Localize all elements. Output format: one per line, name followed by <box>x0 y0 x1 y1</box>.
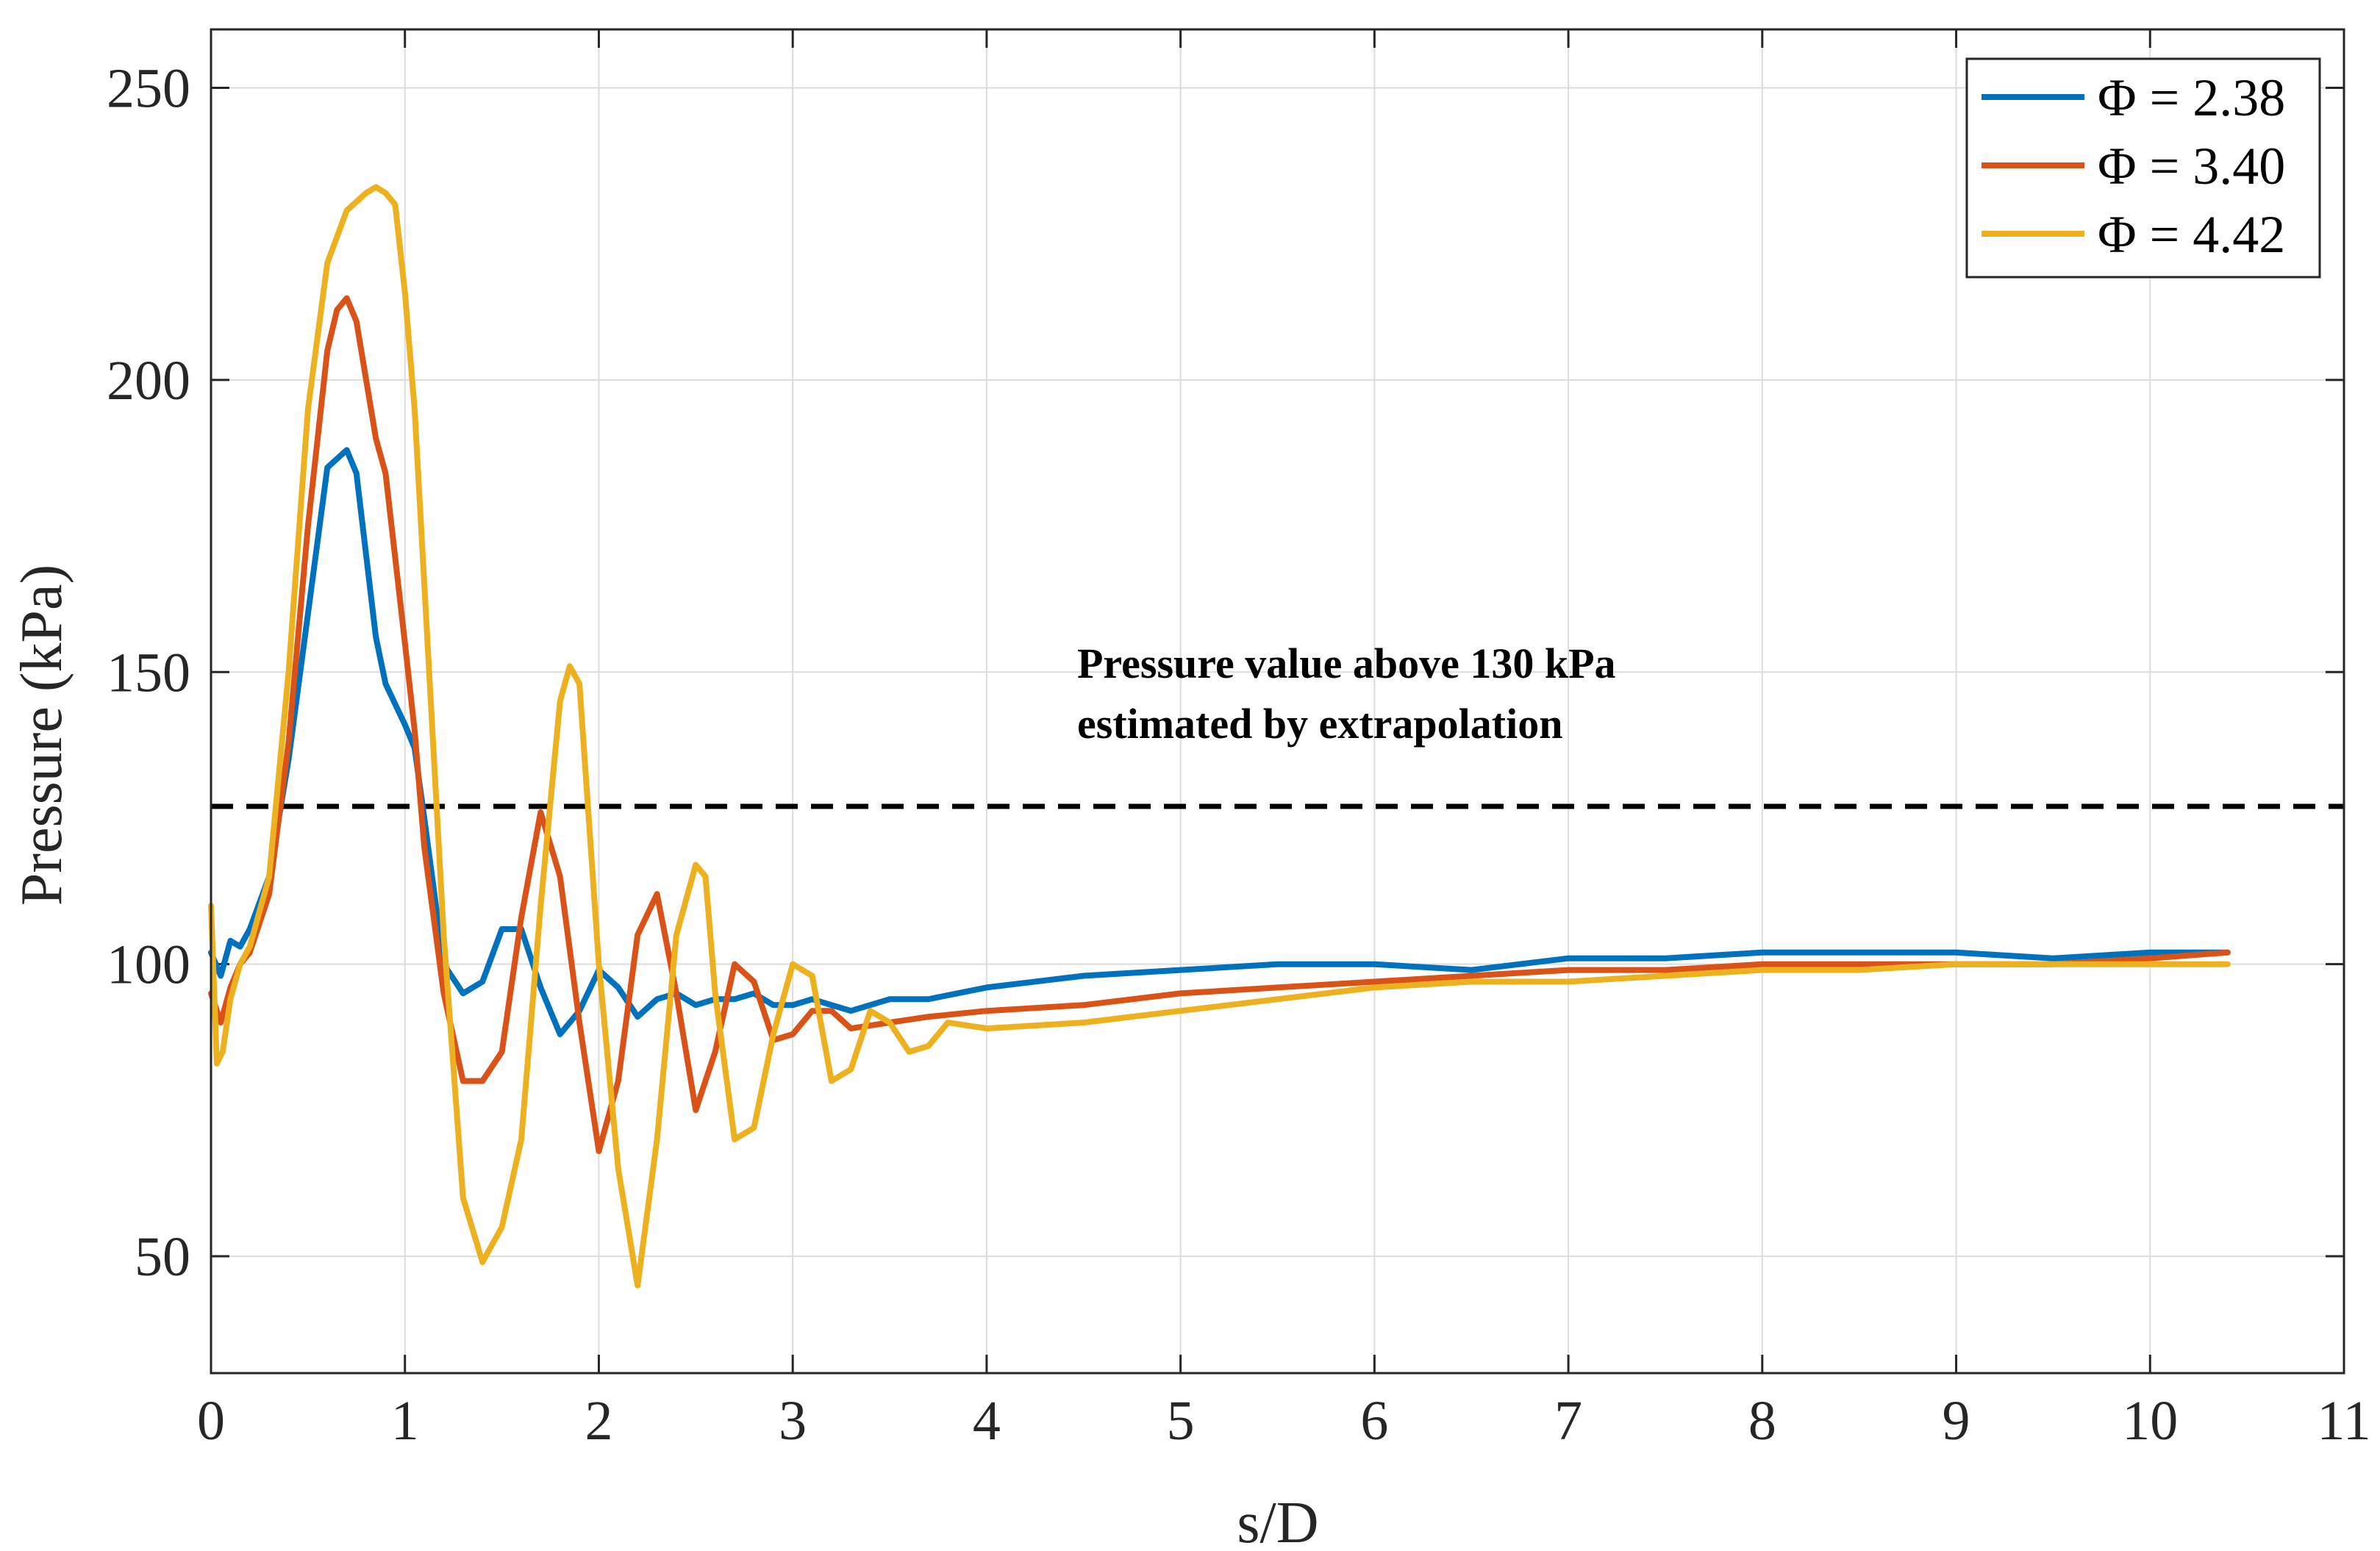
x-tick-label: 2 <box>585 1390 612 1452</box>
x-tick-label: 5 <box>1167 1390 1195 1452</box>
y-tick-label: 250 <box>107 57 190 119</box>
series-line-2 <box>208 295 2231 1154</box>
x-axis-label: s/D <box>1237 1491 1318 1551</box>
y-axis-label: Pressure (kPa) <box>10 565 74 906</box>
x-tick-label: 8 <box>1748 1390 1776 1452</box>
x-tick-label: 0 <box>197 1390 225 1452</box>
x-tick-label: 3 <box>779 1390 807 1452</box>
series-lines <box>208 184 2231 1289</box>
legend: Φ = 2.38 Φ = 3.40 Φ = 4.42 <box>1965 57 2321 279</box>
y-tick-label: 100 <box>107 934 190 996</box>
y-tick-label: 150 <box>107 642 190 703</box>
legend-label-1: Φ = 2.38 <box>2098 68 2285 127</box>
annotation-line-2: estimated by extrapolation <box>1077 700 1563 748</box>
y-tick-label: 50 <box>135 1226 190 1288</box>
x-axis-ticks: 0 1 2 3 4 5 6 7 8 9 10 11 <box>197 29 2371 1452</box>
y-tick-label: 200 <box>107 350 190 412</box>
series-line-3 <box>208 184 2231 1289</box>
x-tick-label: 1 <box>391 1390 419 1452</box>
x-tick-label: 10 <box>2122 1390 2178 1452</box>
x-tick-label: 7 <box>1554 1390 1582 1452</box>
annotation-line-1: Pressure value above 130 kPa <box>1077 640 1616 687</box>
series-line-1 <box>208 447 2231 1037</box>
x-tick-label: 9 <box>1943 1390 1970 1452</box>
x-tick-label: 11 <box>2317 1390 2370 1452</box>
legend-label-3: Φ = 4.42 <box>2098 205 2285 264</box>
plot-frame <box>210 28 2345 1375</box>
annotation: Pressure value above 130 kPa estimated b… <box>1077 640 1616 748</box>
x-tick-label: 4 <box>973 1390 1001 1452</box>
x-tick-label: 6 <box>1360 1390 1388 1452</box>
y-axis-ticks: 50 100 150 200 250 <box>107 57 2344 1288</box>
legend-label-2: Φ = 3.40 <box>2098 137 2285 196</box>
